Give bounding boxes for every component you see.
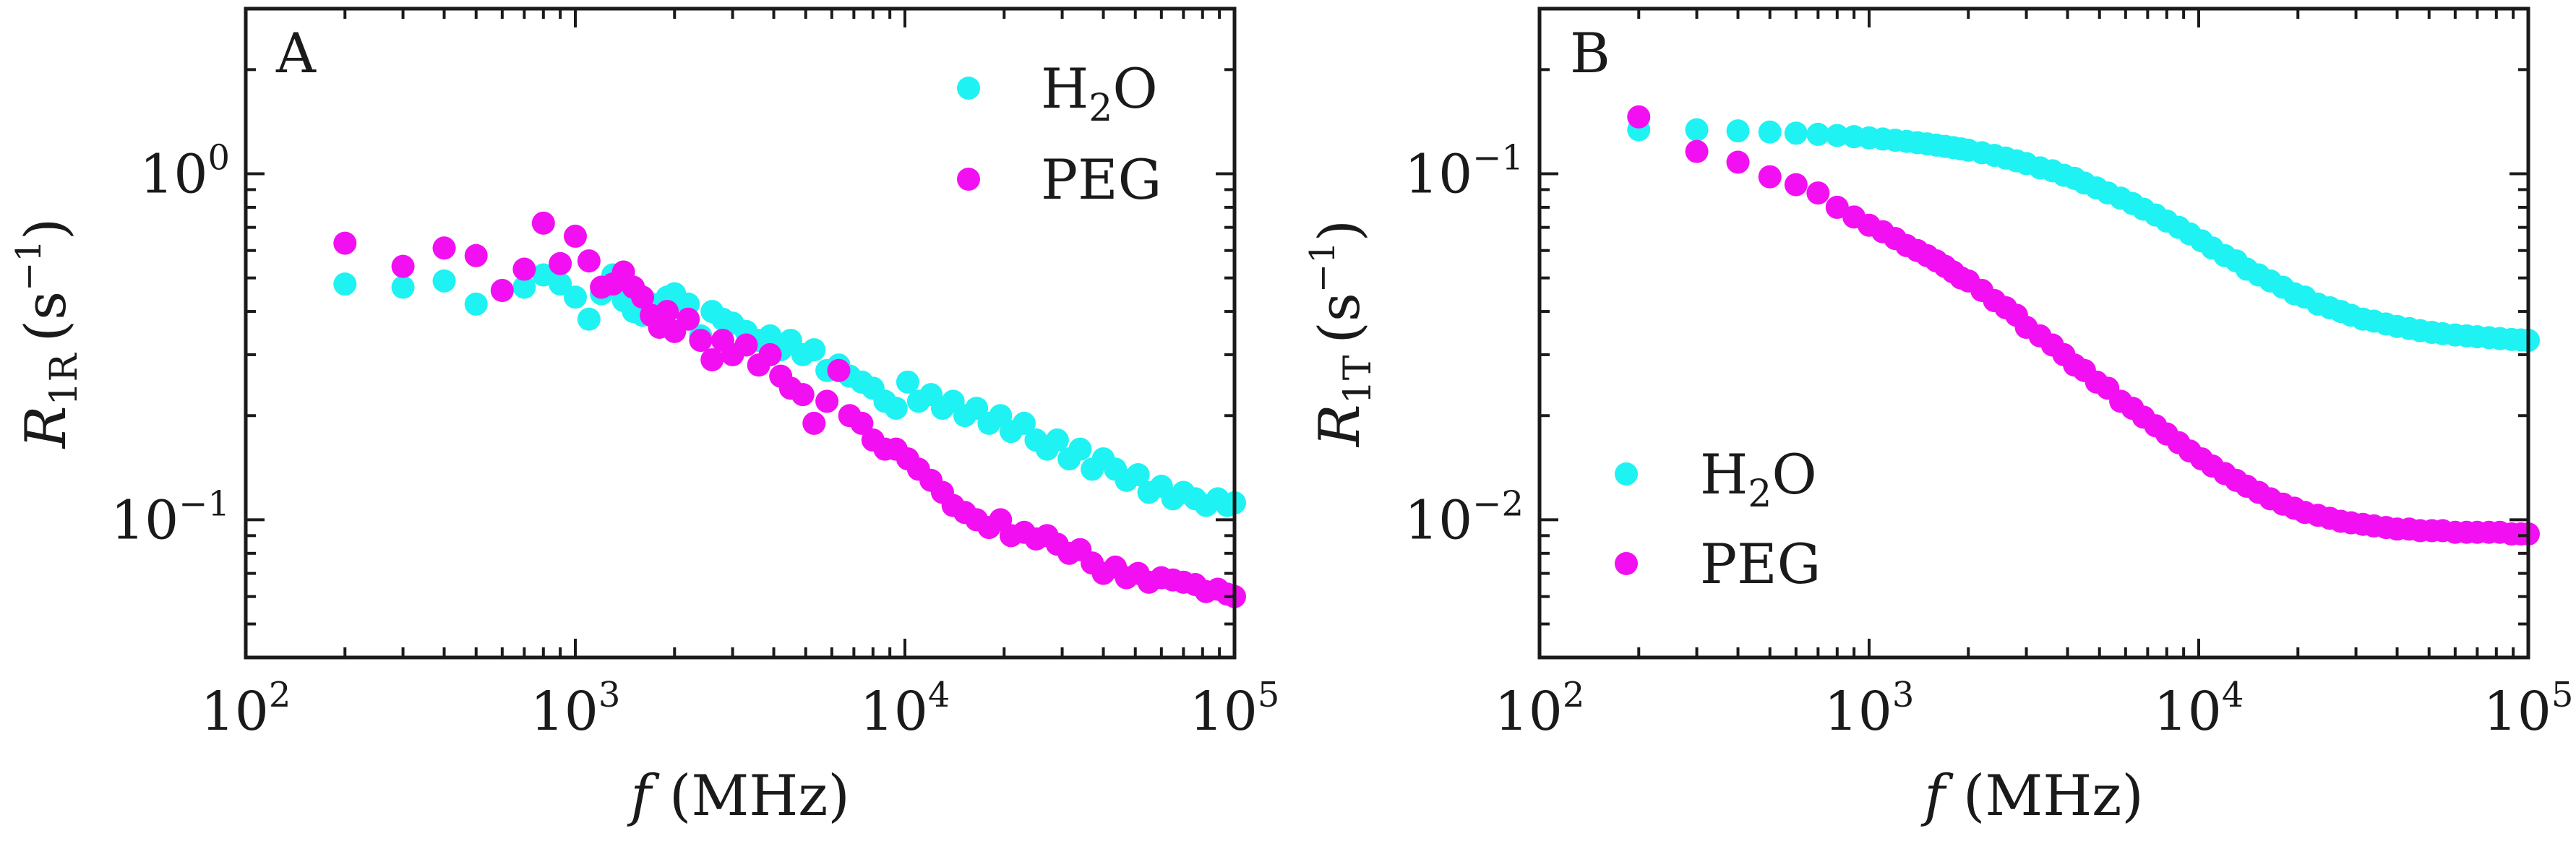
data-point-peg	[1685, 139, 1709, 163]
data-point-peg	[1784, 173, 1808, 197]
y-axis-label: R1T(s−1)	[1302, 220, 1380, 448]
legend-label-h2o: H2O	[1700, 442, 1817, 516]
legend: H2O PEG	[957, 56, 1162, 212]
data-point-peg	[531, 211, 555, 235]
data-point-h2o	[577, 307, 601, 331]
data-point-h2o	[1806, 122, 1830, 146]
data-point-peg	[391, 254, 415, 278]
data-point-peg	[333, 231, 357, 255]
data-point-peg	[1806, 181, 1830, 205]
x-tick-label: 105	[1190, 675, 1280, 743]
legend-label-peg: PEG	[1041, 147, 1162, 212]
data-point-h2o	[391, 275, 415, 299]
data-point-h2o	[432, 269, 456, 293]
data-point-peg	[432, 236, 456, 260]
x-axis-label: f (MHz)	[1920, 764, 2144, 829]
data-point-h2o	[884, 397, 908, 420]
x-axis-label: f (MHz)	[627, 764, 850, 829]
data-point-peg	[577, 249, 601, 273]
plot-frame	[244, 7, 1237, 660]
y-tick-label: 10−1	[1404, 138, 1524, 206]
data-point-h2o	[1012, 411, 1036, 435]
data-point-h2o	[802, 338, 826, 362]
data-point-peg	[1627, 105, 1651, 129]
legend: H2O PEG	[1615, 442, 1821, 596]
data-point-h2o	[549, 272, 572, 296]
data-point-peg	[656, 300, 679, 324]
data-point-peg	[631, 285, 655, 309]
data-point-peg	[1726, 150, 1750, 174]
legend-marker-h2o	[1615, 462, 1638, 486]
x-tick-label: 103	[531, 675, 621, 743]
x-tick-label: 102	[1495, 675, 1585, 743]
data-point-peg	[549, 251, 572, 275]
panel-b: 102 103 104 105 10−1 10−2 f (MHz) R1T(s−1) B H2O P…	[1302, 7, 2574, 829]
data-point-peg	[758, 342, 782, 366]
data-point-h2o	[1726, 119, 1750, 143]
data-point-peg	[677, 307, 700, 331]
data-point-h2o	[896, 370, 919, 394]
panel-label: B	[1570, 21, 1610, 85]
x-tick-label: 103	[1824, 675, 1915, 743]
legend-label-peg: PEG	[1700, 532, 1821, 596]
y-tick-label: 100	[139, 138, 230, 206]
data-point-h2o	[512, 275, 536, 299]
y-tick-label: 10−1	[111, 483, 230, 551]
x-tick-label: 104	[860, 675, 950, 743]
data-points	[1627, 105, 2540, 546]
x-tick-label: 102	[201, 675, 291, 743]
x-tick-label: 105	[2483, 675, 2574, 743]
data-points	[333, 211, 1246, 608]
data-point-h2o	[1758, 120, 1782, 144]
data-point-h2o	[1784, 121, 1808, 145]
legend-label-h2o: H2O	[1041, 56, 1158, 130]
legend-marker-h2o	[957, 77, 980, 100]
data-point-peg	[827, 358, 851, 382]
data-point-h2o	[1126, 463, 1150, 487]
panel-label: A	[275, 21, 317, 85]
data-point-h2o	[531, 263, 555, 287]
data-point-h2o	[1045, 428, 1069, 452]
data-point-h2o	[333, 272, 357, 296]
data-point-peg	[734, 333, 758, 357]
data-point-peg	[689, 329, 713, 353]
data-point-h2o	[1685, 118, 1709, 142]
data-point-peg	[802, 411, 826, 435]
data-point-peg	[815, 389, 839, 413]
data-point-h2o	[564, 285, 587, 309]
data-point-peg	[1825, 195, 1849, 219]
data-point-peg	[1758, 165, 1782, 189]
y-axis-label: R1R(s−1)	[9, 218, 86, 450]
plot-frame	[1537, 7, 2530, 660]
legend-marker-peg	[1615, 552, 1638, 575]
data-point-h2o	[1068, 437, 1092, 461]
data-point-peg	[700, 348, 724, 371]
data-point-h2o	[464, 292, 488, 316]
panel-a: 102 103 104 105 100 10−1 f (MHz) R1R(s−1) A H2O PE…	[9, 7, 1280, 829]
x-tick-label: 104	[2154, 675, 2244, 743]
legend-marker-peg	[957, 168, 980, 191]
data-point-peg	[512, 257, 536, 281]
data-point-peg	[791, 383, 815, 407]
data-point-peg	[850, 411, 874, 435]
data-point-peg	[464, 243, 488, 267]
data-point-peg	[564, 224, 587, 248]
y-tick-label: 10−2	[1404, 483, 1524, 551]
data-point-h2o	[1825, 124, 1849, 147]
data-point-peg	[490, 279, 514, 303]
